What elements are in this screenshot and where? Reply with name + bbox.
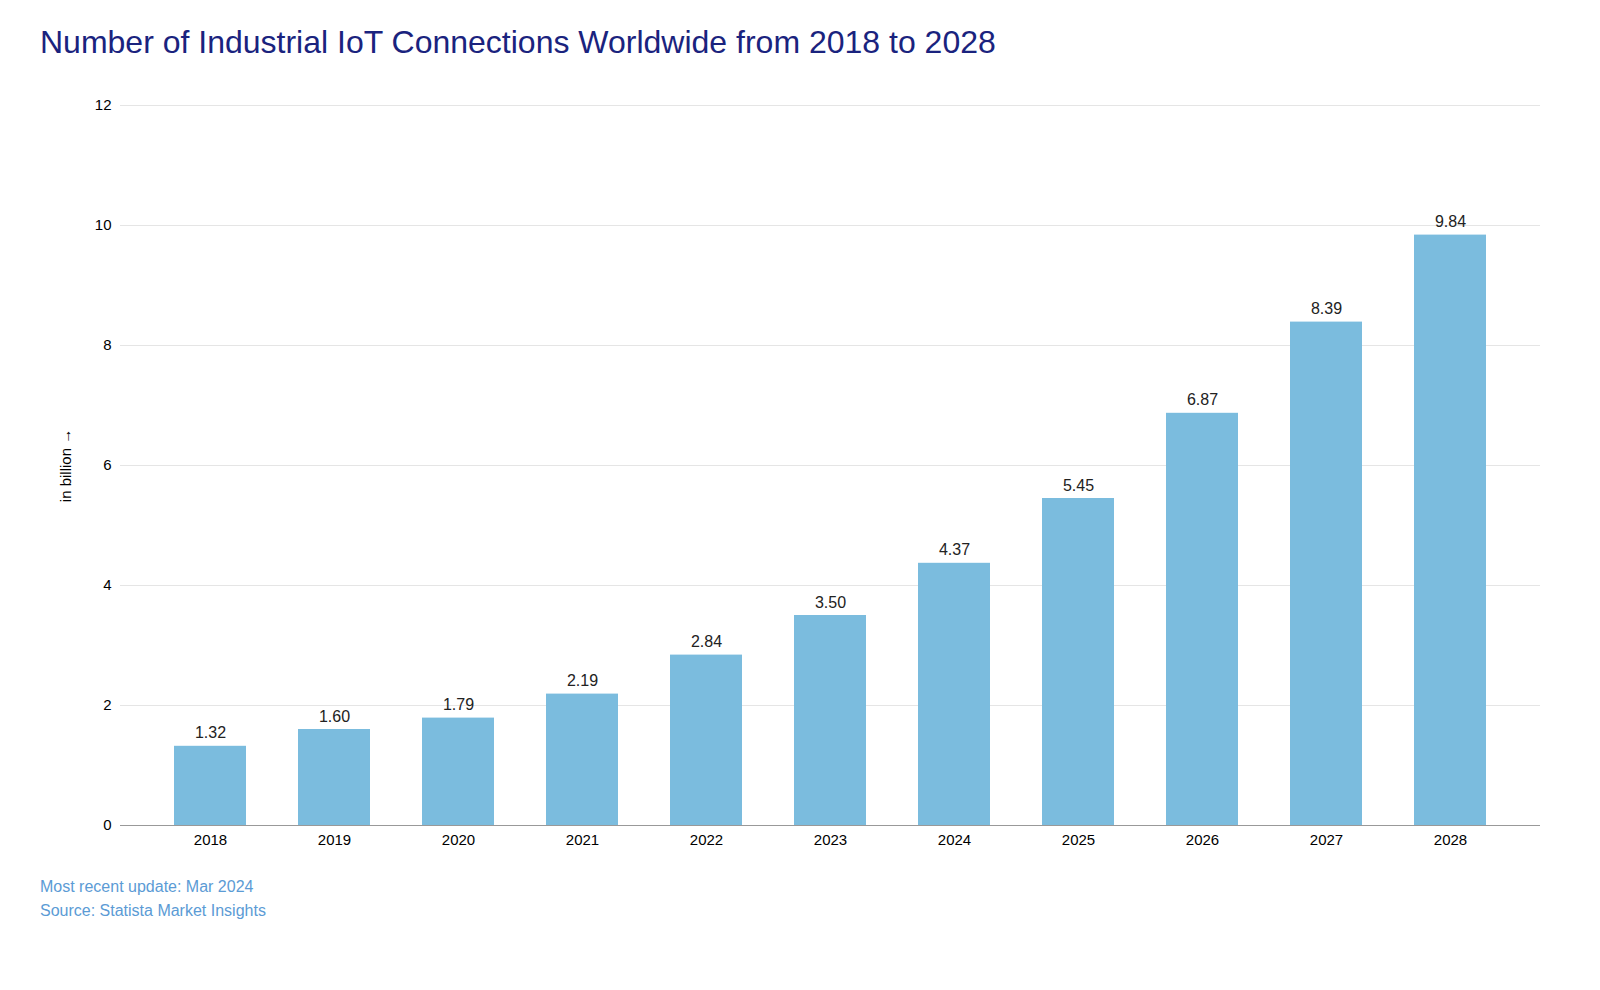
svg-text:2.84: 2.84: [691, 633, 722, 650]
svg-text:1.32: 1.32: [195, 724, 226, 741]
svg-text:6: 6: [103, 456, 111, 473]
svg-text:2.19: 2.19: [567, 672, 598, 689]
svg-text:2018: 2018: [194, 831, 227, 848]
svg-text:2: 2: [103, 696, 111, 713]
svg-text:4.37: 4.37: [939, 541, 970, 558]
svg-text:in billion →: in billion →: [57, 429, 74, 502]
svg-text:9.84: 9.84: [1435, 213, 1466, 230]
html-text:Most recent update: Mar 2024: Most recent update: Mar 2024: [40, 878, 254, 895]
svg-text:8: 8: [103, 336, 111, 353]
svg-text:5.45: 5.45: [1063, 477, 1094, 494]
svg-text:1.79: 1.79: [443, 696, 474, 713]
svg-text:6.87: 6.87: [1187, 391, 1218, 408]
svg-text:2021: 2021: [566, 831, 599, 848]
svg-text:4: 4: [103, 576, 111, 593]
html-text:Number of Industrial IoT Conne: Number of Industrial IoT Connections Wor…: [40, 24, 996, 60]
svg-text:2024: 2024: [938, 831, 971, 848]
svg-text:1.60: 1.60: [319, 708, 350, 725]
svg-text:2022: 2022: [690, 831, 723, 848]
svg-text:2023: 2023: [814, 831, 847, 848]
svg-text:12: 12: [95, 96, 112, 113]
svg-text:2020: 2020: [442, 831, 475, 848]
svg-text:0: 0: [103, 816, 111, 833]
svg-text:8.39: 8.39: [1311, 300, 1342, 317]
svg-text:2027: 2027: [1310, 831, 1343, 848]
svg-text:2019: 2019: [318, 831, 351, 848]
html-text:Source: Statista Market Insigh: Source: Statista Market Insights: [40, 902, 266, 919]
svg-text:2025: 2025: [1062, 831, 1095, 848]
svg-text:3.50: 3.50: [815, 594, 846, 611]
svg-text:2026: 2026: [1186, 831, 1219, 848]
svg-text:10: 10: [95, 216, 112, 233]
svg-text:2028: 2028: [1434, 831, 1467, 848]
